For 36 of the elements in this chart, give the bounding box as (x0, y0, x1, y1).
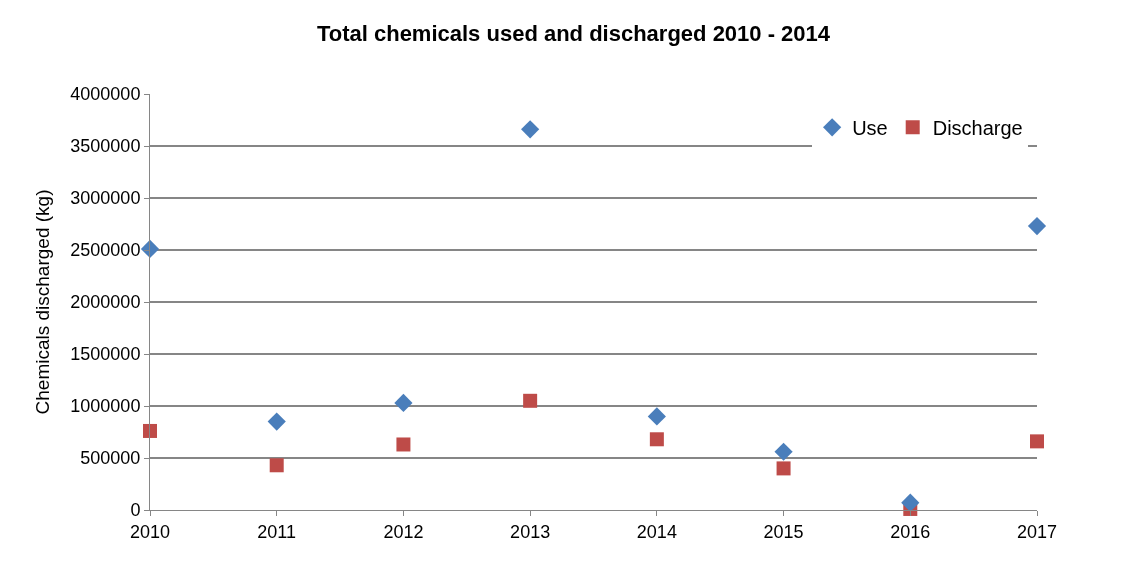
point (1027, 216, 1047, 236)
y-tick-label: 2500000 (70, 240, 141, 261)
x-tick-label: 2012 (383, 521, 424, 542)
point (523, 393, 538, 408)
x-tick-label: 2013 (510, 521, 551, 542)
x-tick-label: 2014 (636, 521, 677, 542)
y-tick-label: 0 (130, 500, 141, 521)
point (269, 458, 284, 473)
point (901, 493, 920, 512)
x-tick-label: 2016 (890, 521, 931, 542)
point (396, 437, 411, 452)
x-tick-label: 2011 (257, 521, 297, 542)
point (776, 461, 791, 476)
y-tick-label: 2000000 (70, 292, 141, 313)
y-tick-label: 3500000 (70, 136, 141, 157)
point (394, 393, 413, 412)
point (1030, 434, 1044, 449)
point (267, 412, 286, 431)
x-tick-label: 2017 (1016, 521, 1058, 542)
point (647, 407, 666, 426)
point (649, 432, 664, 447)
legend-label: Use (852, 117, 888, 140)
legend-label: Discharge (932, 117, 1023, 140)
y-tick-label: 1500000 (70, 344, 141, 365)
x-tick-label: 2010 (129, 521, 171, 542)
y-tick-label: 500000 (80, 448, 141, 469)
point (140, 239, 160, 259)
chart-title: Total chemicals used and discharged 2010 - 2014 (316, 20, 831, 46)
point (774, 442, 793, 461)
y-tick-label: 3000000 (70, 188, 141, 209)
y-axis-title: Chemicals discharged (kg) (32, 189, 54, 415)
point (143, 423, 157, 438)
x-tick-label: 2015 (763, 521, 804, 542)
y-tick-label: 1000000 (70, 396, 141, 417)
point (521, 120, 540, 139)
y-tick-label: 4000000 (70, 84, 141, 105)
